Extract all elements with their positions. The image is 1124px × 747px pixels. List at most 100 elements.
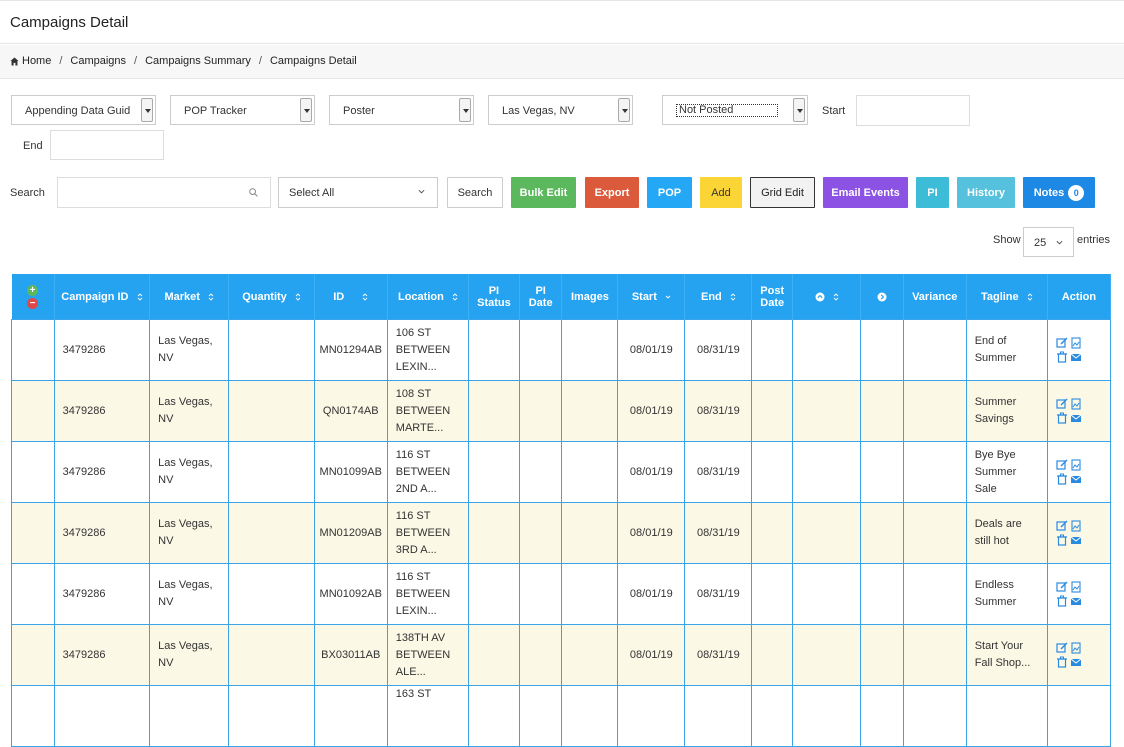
expand-cell[interactable] <box>11 624 55 686</box>
start-date-input[interactable] <box>856 95 970 126</box>
history-button[interactable]: History <box>957 177 1015 208</box>
plus-circle-icon[interactable]: + <box>27 284 39 296</box>
breadcrumb-campaigns[interactable]: Campaigns <box>70 55 127 67</box>
export-button[interactable]: Export <box>585 177 639 208</box>
sort-icon <box>137 292 142 301</box>
col-campaign-id[interactable]: Campaign ID <box>54 274 151 320</box>
page-size-select[interactable]: 25 <box>1023 227 1074 257</box>
col-up-arrow[interactable] <box>792 274 862 320</box>
trash-icon[interactable] <box>1056 595 1068 607</box>
envelope-icon[interactable] <box>1070 656 1082 668</box>
envelope-icon[interactable] <box>1070 534 1082 546</box>
col-market[interactable]: Market <box>149 274 230 320</box>
expand-cell[interactable] <box>11 502 55 564</box>
campaign-id-cell: 3479286 <box>53 624 151 686</box>
expand-cell[interactable] <box>11 441 55 503</box>
up-cell <box>792 441 862 503</box>
col-pi-date[interactable]: PI Date <box>519 274 563 320</box>
image-icon[interactable] <box>1070 459 1082 471</box>
post-date-cell <box>751 624 794 686</box>
col-id[interactable]: ID <box>314 274 388 320</box>
right-cell <box>860 502 904 564</box>
trash-icon[interactable] <box>1056 534 1068 546</box>
trash-icon[interactable] <box>1056 351 1068 363</box>
trash-icon[interactable] <box>1056 473 1068 485</box>
add-button[interactable]: Add <box>700 177 742 208</box>
expand-cell[interactable] <box>11 685 55 747</box>
col-start[interactable]: Start <box>617 274 686 320</box>
image-icon[interactable] <box>1070 398 1082 410</box>
status-select[interactable]: Not Posted <box>662 95 808 125</box>
variance-cell <box>902 685 967 747</box>
tracker-select[interactable]: POP Tracker <box>170 95 315 125</box>
email-events-button[interactable]: Email Events <box>823 177 908 208</box>
edit-icon[interactable] <box>1056 642 1068 654</box>
trash-icon[interactable] <box>1056 412 1068 424</box>
search-button[interactable]: Search <box>447 177 503 208</box>
media-select[interactable]: Poster <box>329 95 474 125</box>
campaign-id-cell: 3479286 <box>53 563 151 625</box>
col-right-arrow[interactable] <box>860 274 904 320</box>
show-label: Show <box>993 234 1021 246</box>
expand-collapse-header[interactable]: + − <box>11 274 55 320</box>
grid-edit-button[interactable]: Grid Edit <box>750 177 815 208</box>
image-icon[interactable] <box>1070 337 1082 349</box>
expand-cell[interactable] <box>11 563 55 625</box>
sort-desc-icon <box>665 295 671 299</box>
image-icon[interactable] <box>1070 581 1082 593</box>
filter-select[interactable]: Select All <box>278 177 438 208</box>
col-pi-status[interactable]: PI Status <box>468 274 520 320</box>
edit-icon[interactable] <box>1056 520 1068 532</box>
edit-icon[interactable] <box>1056 459 1068 471</box>
envelope-icon[interactable] <box>1070 595 1082 607</box>
post-date-cell <box>751 319 794 381</box>
trash-icon[interactable] <box>1056 656 1068 668</box>
col-tagline[interactable]: Tagline <box>966 274 1048 320</box>
breadcrumb: Home / Campaigns / Campaigns Summary / C… <box>0 45 1124 79</box>
expand-cell[interactable] <box>11 319 55 381</box>
col-quantity[interactable]: Quantity <box>228 274 315 320</box>
envelope-icon[interactable] <box>1070 412 1082 424</box>
market-select[interactable]: Las Vegas, NV <box>488 95 633 125</box>
start-label: Start <box>822 105 846 117</box>
notes-button[interactable]: Notes 0 <box>1023 177 1095 208</box>
sort-icon <box>295 292 301 301</box>
col-images[interactable]: Images <box>561 274 619 320</box>
edit-icon[interactable] <box>1056 398 1068 410</box>
table-row: 3479286 Las Vegas, NV MN01294AB 106 ST BET… <box>11 319 1112 381</box>
location-cell: 116 ST BETWEEN 2ND A... <box>386 441 470 503</box>
bulk-edit-button[interactable]: Bulk Edit <box>511 177 576 208</box>
envelope-icon[interactable] <box>1070 351 1082 363</box>
end-date-input[interactable] <box>50 130 164 160</box>
location-cell: 108 ST BETWEEN MARTE... <box>386 380 470 442</box>
post-date-cell <box>751 441 794 503</box>
images-cell <box>561 624 619 686</box>
image-icon[interactable] <box>1070 520 1082 532</box>
search-input[interactable] <box>57 177 271 208</box>
breadcrumb-campaigns-summary[interactable]: Campaigns Summary <box>145 55 251 67</box>
minus-circle-icon[interactable]: − <box>27 297 39 309</box>
envelope-icon[interactable] <box>1070 473 1082 485</box>
col-variance[interactable]: Variance <box>903 274 967 320</box>
appending-data-select[interactable]: Appending Data Guid <box>11 95 156 125</box>
col-post-date[interactable]: Post Date <box>751 274 794 320</box>
right-cell <box>860 563 904 625</box>
variance-cell <box>902 502 967 564</box>
breadcrumb-home[interactable]: Home <box>22 55 52 67</box>
end-label: End <box>23 140 43 152</box>
pi-status-cell <box>468 380 520 442</box>
expand-cell[interactable] <box>11 380 55 442</box>
col-location[interactable]: Location <box>387 274 470 320</box>
tagline-cell: Bye Bye Summer Sale <box>965 441 1048 503</box>
col-end[interactable]: End <box>684 274 753 320</box>
edit-icon[interactable] <box>1056 337 1068 349</box>
action-cell <box>1046 624 1112 686</box>
table-row: 163 ST <box>11 685 1112 747</box>
images-cell <box>561 685 619 747</box>
chevron-down-icon <box>141 98 153 122</box>
end-cell: 08/31/19 <box>684 502 753 564</box>
pi-button[interactable]: PI <box>916 177 949 208</box>
edit-icon[interactable] <box>1056 581 1068 593</box>
pop-button[interactable]: POP <box>647 177 692 208</box>
image-icon[interactable] <box>1070 642 1082 654</box>
